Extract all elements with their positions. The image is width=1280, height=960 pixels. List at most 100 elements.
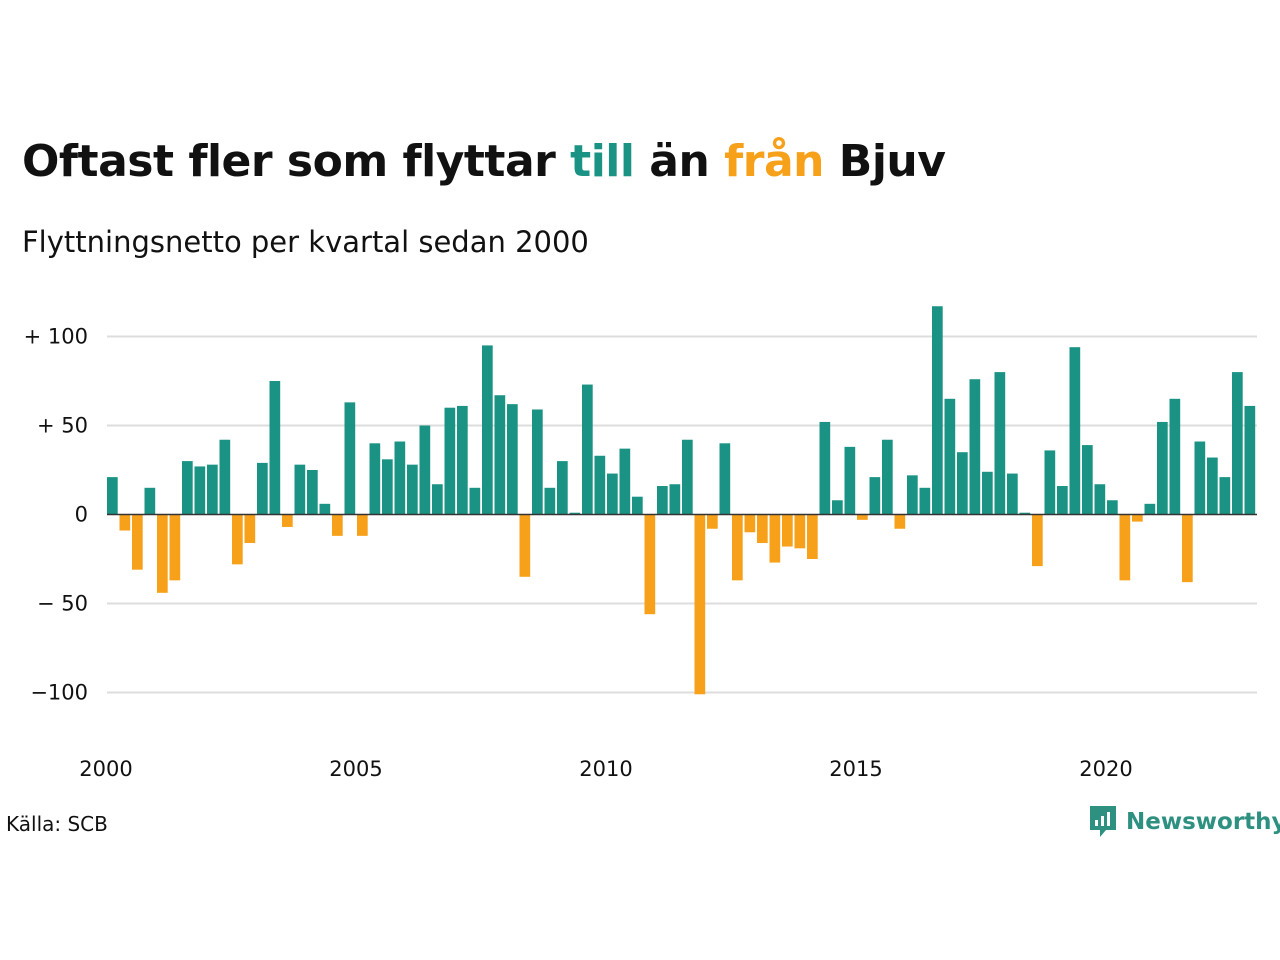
brand-name: Newsworthy <box>1126 809 1280 835</box>
bar <box>282 514 293 527</box>
title-fran: från <box>724 136 824 187</box>
bar <box>394 441 406 515</box>
bar <box>1069 347 1081 515</box>
bar <box>257 462 268 515</box>
bar <box>1107 500 1118 515</box>
x-tick-label: 2005 <box>329 757 382 781</box>
x-tick-label: 2015 <box>829 757 882 781</box>
chart-subtitle: Flyttningsnetto per kvartal sedan 2000 <box>22 225 589 259</box>
bar <box>469 487 481 515</box>
bar <box>1094 484 1106 515</box>
y-tick-label: + 50 <box>37 414 88 438</box>
title-part2: än <box>634 136 725 187</box>
bar <box>107 477 118 515</box>
bar <box>1169 398 1181 515</box>
bar <box>232 514 243 565</box>
bar <box>769 514 781 563</box>
bar <box>419 425 431 515</box>
bar <box>882 439 893 515</box>
bar <box>357 514 368 536</box>
x-tick-label: 2020 <box>1079 757 1132 781</box>
y-tick-label: − 50 <box>37 592 88 616</box>
bar <box>932 306 943 515</box>
bar <box>1119 514 1131 581</box>
bar <box>307 470 318 515</box>
bar <box>219 439 231 515</box>
bar <box>982 471 993 515</box>
bar <box>432 484 443 515</box>
bar <box>1044 450 1056 515</box>
bar <box>894 514 906 529</box>
bar <box>344 402 356 515</box>
bar <box>644 514 656 615</box>
bar-chart: + 100 + 50 0 − 50 −100 2000 2005 2010 2015 2020 <box>24 306 1257 781</box>
bar <box>369 443 381 515</box>
y-tick-label: + 100 <box>24 325 88 349</box>
bar <box>1157 421 1168 515</box>
bar <box>144 487 156 515</box>
bar <box>782 514 793 547</box>
bar <box>607 473 618 515</box>
y-axis-labels: + 100 + 50 0 − 50 −100 <box>24 325 88 705</box>
source-note: Källa: SCB <box>6 812 108 836</box>
x-tick-label: 2010 <box>579 757 632 781</box>
bar <box>832 500 843 515</box>
bar <box>1219 477 1231 515</box>
bar <box>669 484 681 515</box>
bar <box>494 395 506 515</box>
bar <box>507 404 518 515</box>
bar <box>182 461 193 515</box>
bar <box>482 345 493 515</box>
bar <box>532 409 543 515</box>
chart-title: Oftast fler som flyttar till än från Bju… <box>22 134 946 190</box>
bar <box>807 514 818 559</box>
bar <box>582 384 593 515</box>
bar <box>457 405 468 515</box>
bar <box>332 514 343 536</box>
bar <box>1244 405 1256 515</box>
bar <box>919 487 931 515</box>
bar <box>844 446 856 515</box>
bar <box>732 514 743 581</box>
bar <box>619 448 631 515</box>
bar <box>169 514 181 581</box>
bar <box>557 461 568 515</box>
y-tick-label: 0 <box>75 503 88 527</box>
bar <box>569 512 581 515</box>
newsworthy-logo-icon <box>1090 806 1116 837</box>
bar <box>207 464 218 515</box>
bar <box>869 477 881 515</box>
bar <box>682 439 693 515</box>
bar <box>694 514 706 695</box>
bar <box>269 381 281 515</box>
bar <box>544 487 556 515</box>
bar <box>1232 372 1243 515</box>
bar <box>132 514 143 570</box>
bar <box>194 466 206 515</box>
bar <box>819 421 831 515</box>
bar <box>1132 514 1143 522</box>
bar <box>1019 512 1031 515</box>
bar <box>707 514 718 529</box>
bar <box>1007 473 1018 515</box>
bar <box>1144 503 1156 515</box>
bar <box>1057 486 1068 515</box>
bar <box>719 443 731 515</box>
grid-lines <box>107 335 1257 694</box>
bar <box>444 407 456 515</box>
x-tick-label: 2000 <box>79 757 132 781</box>
bar <box>757 514 768 543</box>
bar <box>744 514 756 533</box>
y-tick-label: −100 <box>30 681 88 705</box>
bar <box>519 514 531 577</box>
bar <box>594 455 606 515</box>
bar <box>1082 445 1093 515</box>
newsworthy-logo[interactable]: Newsworthy <box>1088 804 1280 840</box>
bar <box>382 459 393 515</box>
x-axis-labels: 2000 2005 2010 2015 2020 <box>79 757 1132 781</box>
bar <box>119 514 131 531</box>
bar <box>157 514 168 593</box>
bar <box>294 464 306 515</box>
bar <box>1182 514 1193 583</box>
bar <box>1207 457 1218 515</box>
